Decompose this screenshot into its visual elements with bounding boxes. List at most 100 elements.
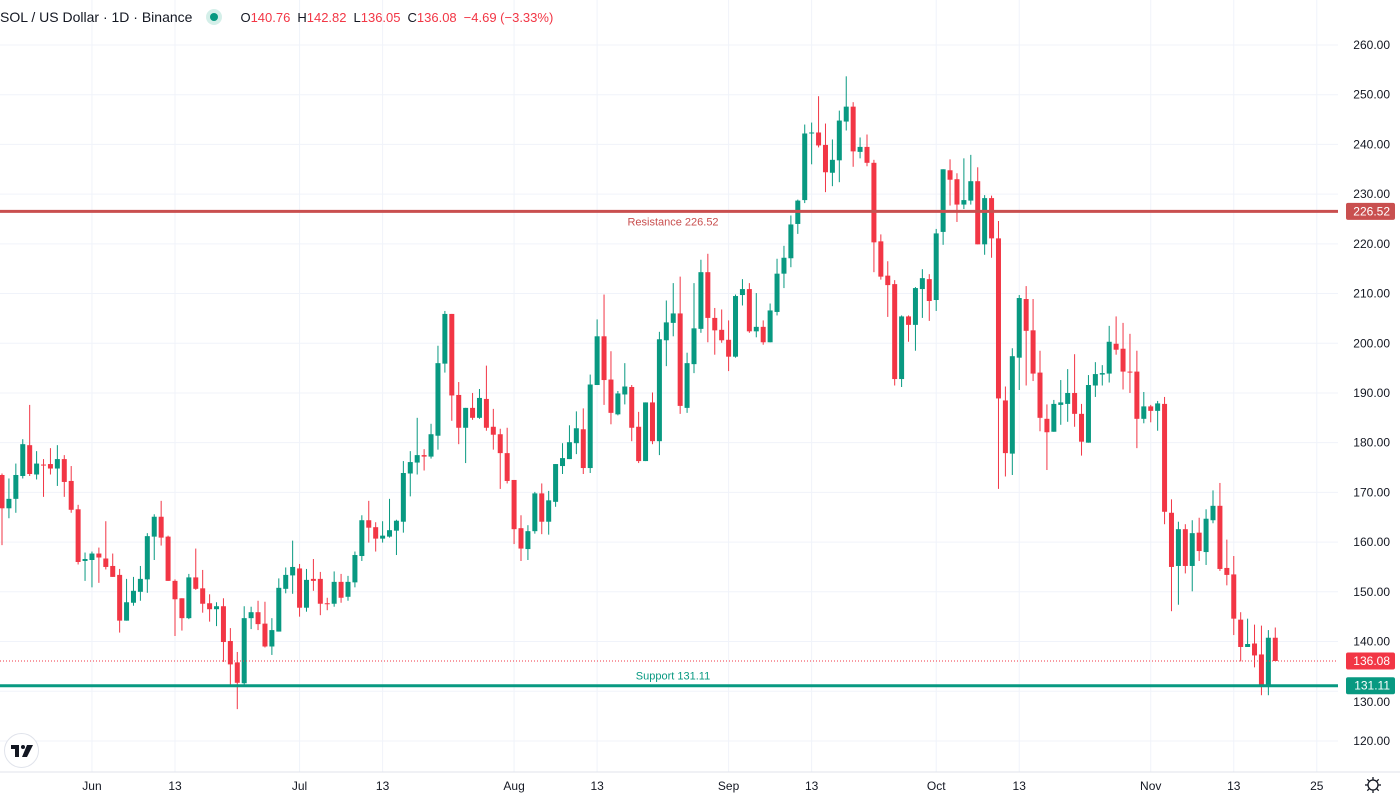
candle-body	[1134, 371, 1140, 419]
candle-body	[303, 579, 309, 608]
candle	[1203, 509, 1209, 565]
candle	[54, 445, 60, 486]
candle	[1051, 399, 1057, 432]
candle	[6, 478, 12, 519]
candle-body	[995, 238, 1001, 399]
candle	[331, 571, 337, 607]
candle	[663, 300, 669, 367]
candle-body	[629, 387, 635, 428]
candle-body	[850, 106, 856, 152]
candle	[1258, 625, 1264, 696]
candle	[1044, 404, 1050, 471]
candle	[13, 463, 19, 513]
candle-body	[20, 444, 26, 476]
candle-body	[1196, 532, 1202, 552]
time-tick-label: 13	[590, 779, 604, 793]
candle	[1162, 396, 1168, 525]
candle-body	[442, 313, 448, 364]
candle-body	[449, 313, 455, 396]
candle	[124, 578, 130, 621]
candle-body	[649, 402, 655, 442]
candle-body	[137, 578, 143, 592]
resistance-label: Resistance 226.52	[627, 216, 718, 228]
price-tick-label: 140.00	[1353, 635, 1390, 649]
candle-body	[290, 566, 296, 576]
candle-body	[89, 553, 95, 560]
candle-body	[110, 565, 116, 577]
candle-body	[283, 574, 289, 589]
candle-body	[227, 641, 233, 665]
candle-body	[1252, 643, 1258, 656]
candle	[241, 606, 247, 685]
candle	[643, 402, 649, 462]
candle	[760, 320, 766, 345]
candle-body	[1141, 406, 1147, 419]
candle	[470, 392, 476, 420]
candle-body	[497, 434, 503, 454]
candle-body	[373, 527, 379, 539]
resistance-price-badge-bg	[1346, 202, 1395, 220]
candle	[982, 195, 988, 255]
candle-body	[788, 224, 794, 259]
candle	[885, 261, 891, 317]
candle-body	[539, 493, 545, 522]
candle-body	[1106, 341, 1112, 374]
candle	[352, 551, 358, 588]
symbol-title[interactable]: SOL / US Dollar · 1D · Binance	[0, 9, 193, 25]
last-price-badge: 136.08	[1353, 654, 1390, 668]
candle-body	[248, 612, 254, 619]
candle-body	[75, 509, 81, 562]
candle-body	[158, 516, 164, 538]
candle	[989, 195, 995, 258]
candle	[110, 553, 116, 577]
candle-body	[27, 445, 33, 474]
candle	[68, 466, 74, 513]
candle	[75, 504, 81, 565]
candle	[186, 573, 192, 620]
tradingview-logo-icon[interactable]	[4, 733, 39, 768]
settings-gear-icon[interactable]	[1364, 776, 1382, 794]
candle-body	[760, 326, 766, 343]
candle	[248, 606, 254, 630]
candle	[1245, 618, 1251, 647]
candle-body	[1002, 400, 1008, 454]
candle	[511, 479, 517, 545]
price-axis[interactable]: 120.00 130.00 140.00 150.00 160.00 170.00 180.…	[1346, 38, 1395, 748]
support-label: Support 131.11	[636, 671, 710, 683]
candle-body	[982, 198, 988, 245]
candle-body	[144, 536, 150, 580]
candle	[553, 464, 559, 507]
candle-body	[338, 581, 344, 598]
candle-body	[1245, 644, 1251, 647]
candle-body	[1072, 392, 1078, 414]
candle	[968, 154, 974, 205]
candle	[822, 123, 828, 193]
candle	[573, 411, 579, 455]
candle-body	[677, 313, 683, 406]
candle-body	[822, 144, 828, 173]
candle	[746, 283, 752, 333]
candle	[61, 455, 67, 497]
candle	[1168, 499, 1174, 612]
candle-body	[767, 310, 773, 343]
candle	[193, 548, 199, 590]
candle-body	[179, 598, 185, 619]
candle-body	[670, 313, 676, 323]
candle	[726, 320, 732, 372]
candle-body	[317, 578, 323, 604]
candle-body	[1148, 406, 1154, 411]
candle	[1009, 348, 1015, 475]
candle	[1058, 380, 1064, 425]
time-axis[interactable]: Jun 13 Jul 13 Aug 13 Sep 13 Oct 13 Nov 13 25	[0, 771, 1400, 793]
time-tick-label: Aug	[503, 779, 524, 793]
candle	[850, 102, 856, 167]
candle	[442, 310, 448, 373]
price-tick-label: 130.00	[1353, 695, 1390, 709]
candle	[926, 274, 932, 321]
candle-body	[912, 288, 918, 325]
candle-body	[407, 462, 413, 474]
candle-body	[359, 520, 365, 557]
time-tick-label: Sep	[718, 779, 740, 793]
candle-body	[829, 159, 835, 173]
